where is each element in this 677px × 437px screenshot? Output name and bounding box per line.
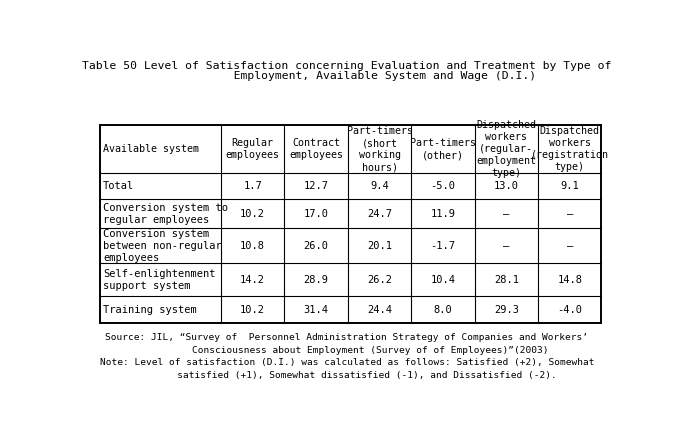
Text: Self-enlightenment
support system: Self-enlightenment support system [103,269,215,291]
Text: Part-timers
(other): Part-timers (other) [410,138,476,160]
Text: –: – [567,209,573,219]
Text: Conversion system to
regular employees: Conversion system to regular employees [103,203,228,225]
Text: 12.7: 12.7 [303,181,328,191]
Text: Available system: Available system [103,144,199,154]
Text: 20.1: 20.1 [367,241,392,251]
Text: 9.1: 9.1 [561,181,579,191]
Text: Table 50 Level of Satisfaction concerning Evaluation and Treatment by Type of: Table 50 Level of Satisfaction concernin… [83,61,611,71]
Text: -1.7: -1.7 [431,241,456,251]
Text: 10.4: 10.4 [431,274,456,284]
Text: –: – [503,209,510,219]
Text: Part-timers
(short
working
hours): Part-timers (short working hours) [347,126,412,172]
Text: Source: JIL, “Survey of  Personnel Administration Strategy of Companies and Work: Source: JIL, “Survey of Personnel Admini… [100,333,594,380]
Text: 28.1: 28.1 [494,274,519,284]
Text: 31.4: 31.4 [303,305,328,315]
Text: Dispatched
workers
(registration
type): Dispatched workers (registration type) [531,126,609,172]
Text: Regular
employees: Regular employees [225,138,280,160]
Text: –: – [567,241,573,251]
Text: Dispatched
workers
(regular-
employment
type): Dispatched workers (regular- employment … [477,120,536,178]
Text: 14.8: 14.8 [557,274,582,284]
Text: –: – [503,241,510,251]
Bar [100,125,601,323]
Text: 14.2: 14.2 [240,274,265,284]
Text: Conversion system
between non-regular
employees: Conversion system between non-regular em… [103,229,222,263]
Text: 17.0: 17.0 [303,209,328,219]
Text: Employment, Available System and Wage (D.I.): Employment, Available System and Wage (D… [158,71,536,81]
Text: -5.0: -5.0 [431,181,456,191]
Text: 10.8: 10.8 [240,241,265,251]
Text: 26.2: 26.2 [367,274,392,284]
Text: 1.7: 1.7 [243,181,262,191]
Text: Training system: Training system [103,305,197,315]
Text: 8.0: 8.0 [433,305,452,315]
Text: 10.2: 10.2 [240,305,265,315]
Text: 26.0: 26.0 [303,241,328,251]
Text: 28.9: 28.9 [303,274,328,284]
Text: 24.7: 24.7 [367,209,392,219]
Text: 10.2: 10.2 [240,209,265,219]
Text: -4.0: -4.0 [557,305,582,315]
Text: Contract
employees: Contract employees [289,138,343,160]
Text: 11.9: 11.9 [431,209,456,219]
Text: Total: Total [103,181,134,191]
Text: 13.0: 13.0 [494,181,519,191]
Text: 9.4: 9.4 [370,181,389,191]
Text: 29.3: 29.3 [494,305,519,315]
Text: 24.4: 24.4 [367,305,392,315]
